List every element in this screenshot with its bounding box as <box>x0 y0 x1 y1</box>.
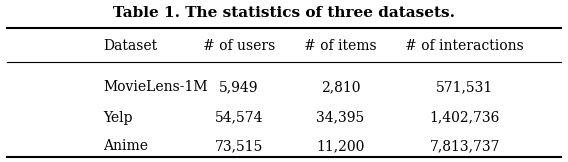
Text: MovieLens-1M: MovieLens-1M <box>103 80 208 94</box>
Text: # of interactions: # of interactions <box>406 39 524 53</box>
Text: Yelp: Yelp <box>103 111 133 125</box>
Text: Table 1. The statistics of three datasets.: Table 1. The statistics of three dataset… <box>113 6 455 20</box>
Text: # of users: # of users <box>203 39 275 53</box>
Text: Anime: Anime <box>103 139 148 153</box>
Text: 54,574: 54,574 <box>215 111 263 125</box>
Text: Dataset: Dataset <box>103 39 157 53</box>
Text: 5,949: 5,949 <box>219 80 258 94</box>
Text: 34,395: 34,395 <box>316 111 365 125</box>
Text: 11,200: 11,200 <box>316 139 365 153</box>
Text: 1,402,736: 1,402,736 <box>429 111 500 125</box>
Text: 571,531: 571,531 <box>436 80 494 94</box>
Text: # of items: # of items <box>304 39 377 53</box>
Text: 2,810: 2,810 <box>321 80 360 94</box>
Text: 7,813,737: 7,813,737 <box>429 139 500 153</box>
Text: 73,515: 73,515 <box>215 139 263 153</box>
